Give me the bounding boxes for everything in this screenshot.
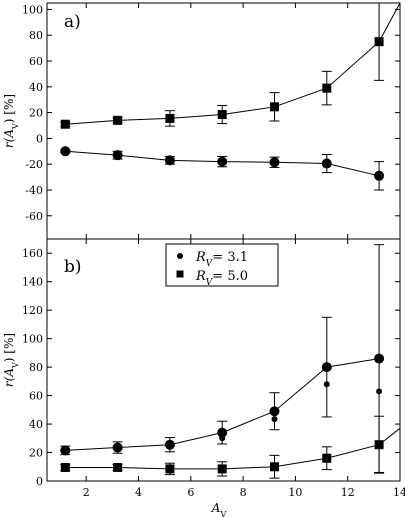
panel-b-series-circle-large-point (374, 353, 385, 364)
panel-a-series-square-line (65, 2, 401, 125)
panel-a-series-circle-point (112, 150, 123, 161)
panel-a-ytick-label: 100 (22, 3, 43, 16)
panel-a-ylabel: r(AV) [%] (2, 94, 20, 148)
panel-b-ytick-label: 120 (22, 304, 43, 317)
panel-a-series-circle-point (269, 157, 280, 168)
panel-a-series-circle-point (60, 146, 71, 157)
panel-b-series-square-point (113, 462, 123, 472)
panel-b-label: b) (64, 257, 82, 277)
panel-a-series-circle-point (164, 155, 175, 166)
panel-a-series-square-point (374, 37, 384, 47)
panel-b-series-square-line (65, 427, 401, 470)
panel-b-series-circle-large-point (269, 406, 280, 417)
panel-b-ytick-label: 160 (22, 247, 43, 260)
panel-a-ytick-label: -60 (25, 210, 43, 223)
legend: RV= 3.1 RV= 5.0 (165, 243, 279, 288)
panel-a-series-square-point (217, 110, 227, 120)
panel-a-ytick-label: 20 (29, 107, 43, 120)
panel-b-series-square-point (322, 453, 332, 463)
panel-a-ytick-label: -20 (25, 158, 43, 171)
legend-square-marker (176, 270, 184, 278)
panel-b-series-circle-small-point (271, 416, 278, 423)
panel-b-frame (46, 238, 401, 482)
panel-b-xtick-label: 14 (393, 486, 405, 499)
panel-b-xtick-label: 12 (341, 486, 355, 499)
panel-b-series-square-point (165, 464, 175, 474)
panel-b-ytick-label: 100 (22, 333, 43, 346)
panel-b-series-circle-large-point (321, 362, 332, 373)
legend-entry-rv50: RV= 5.0 (195, 269, 248, 288)
panel-b-series-circle-small-point (166, 443, 173, 450)
panel-b-series-circle-small-point (376, 388, 383, 395)
panel-a-series-square-point (165, 113, 175, 123)
panel-b-xtick-label: 8 (240, 486, 247, 499)
panel-b-series-circle-large-point (217, 427, 228, 438)
panel-b-series-circle-small-point (62, 447, 69, 454)
legend-box (165, 243, 279, 287)
legend-entry-rv31: RV= 3.1 (195, 250, 248, 269)
panel-a-frame (46, 2, 401, 240)
panel-b-ytick-label: 60 (29, 390, 43, 403)
panel-b-xtick-label: 4 (135, 486, 142, 499)
panel-b-series-square-point (374, 440, 384, 450)
panel-b-ylabel: r(AV) [%] (2, 333, 20, 387)
panel-a-series-circle-point (374, 170, 385, 181)
panel-b-xtick-label: 10 (288, 486, 302, 499)
panel-a-series-square-point (322, 83, 332, 93)
panel-a-ytick-label: 80 (29, 29, 43, 42)
panel-b-series-circle-small-point (219, 435, 226, 442)
panel-a-series-square-point (60, 119, 70, 129)
panel-b-series-square-point (60, 462, 70, 472)
panel-b-ytick-label: 0 (36, 475, 43, 488)
panel-b-xtick-label: 2 (83, 486, 90, 499)
panel-b-ytick-label: 80 (29, 361, 43, 374)
xlabel: AV (211, 501, 227, 517)
panel-b-ytick-label: 140 (22, 276, 43, 289)
panel-a-series-circle-point (217, 156, 228, 167)
panel-b-series-circle-small-point (323, 381, 330, 388)
panel-b-series-circle-small-point (114, 443, 121, 450)
panel-a-label: a) (64, 12, 81, 32)
panel-a-ytick-label: 40 (29, 81, 43, 94)
panel-a-ytick-label: 0 (36, 132, 43, 145)
panel-b-series-square-point (269, 462, 279, 472)
panel-b-xtick-label: 6 (187, 486, 194, 499)
panel-a-ytick-label: -40 (25, 184, 43, 197)
panel-b-ytick-label: 20 (29, 447, 43, 460)
panel-a-series-square-point (269, 102, 279, 112)
panel-a-ytick-label: 60 (29, 55, 43, 68)
panel-b-series-square-point (217, 464, 227, 474)
panel-b-ytick-label: 40 (29, 418, 43, 431)
panel-a-series-circle-point (321, 158, 332, 169)
panel-a-series-square-point (113, 115, 123, 125)
legend-circle-marker (177, 253, 183, 259)
